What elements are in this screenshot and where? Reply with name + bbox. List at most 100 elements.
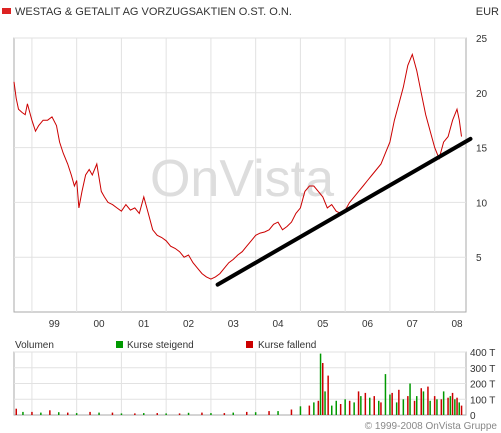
volume-label: Volumen: [15, 340, 54, 351]
volume-bar-up: [299, 406, 302, 415]
volume-bar-up: [344, 399, 346, 416]
x-tick-label: 03: [228, 319, 240, 330]
volume-bar-up: [384, 374, 387, 415]
volume-bar-down: [246, 411, 248, 415]
volume-bar-down: [398, 389, 400, 415]
volume-bar-down: [427, 386, 429, 415]
volume-bar-up: [254, 412, 257, 415]
x-tick-label: 04: [272, 319, 284, 330]
volume-bar-up: [422, 391, 425, 415]
volume-bar-down: [201, 412, 203, 415]
legend-down-label: Kurse fallend: [258, 340, 316, 351]
volume-bar-up: [369, 397, 371, 415]
volume-bar-down: [357, 391, 360, 415]
volume-bar-down: [111, 412, 114, 415]
volume-bar-down: [322, 363, 324, 415]
volume-bar-up: [449, 396, 452, 415]
vol-y-tick-label: 300 T: [470, 364, 495, 375]
volume-bar-down: [268, 411, 270, 415]
vol-y-tick-label: 200 T: [470, 380, 495, 391]
x-tick-label: 99: [49, 319, 61, 330]
trendline: [215, 136, 473, 287]
volume-bar-down: [447, 397, 449, 415]
trendline-series: [215, 136, 473, 287]
x-tick-label: 05: [317, 319, 329, 330]
volume-bar-down: [317, 400, 320, 415]
volume-bar-up: [143, 413, 145, 415]
volume-bar-down: [380, 402, 382, 415]
y-tick-label: 25: [476, 34, 488, 45]
y-tick-label: 5: [476, 253, 482, 264]
volume-bar-up: [389, 394, 391, 415]
volume-bar-down: [15, 408, 17, 415]
volume-bar-up: [120, 413, 123, 415]
legend-down-swatch: [246, 341, 253, 348]
volume-bar-up: [402, 399, 405, 416]
vol-y-tick-label: 400 T: [470, 348, 495, 359]
volume-bar-down: [67, 412, 69, 415]
volume-bar-up: [165, 413, 167, 415]
volume-bar-down: [348, 400, 351, 415]
volume-bar-down: [339, 404, 342, 415]
x-tick-label: 08: [451, 319, 463, 330]
volume-bar-down: [440, 399, 443, 416]
price-y-axis: 5 10 15 20 25: [476, 34, 488, 264]
volume-bar-up: [75, 413, 78, 415]
volume-bar-up: [277, 411, 279, 415]
volume-bar-up: [442, 391, 445, 415]
volume-bar-up: [360, 396, 362, 415]
volume-bar-up: [409, 383, 411, 415]
volume-bars: [15, 353, 463, 416]
volume-bar-down: [364, 392, 367, 415]
volume-bar-up: [416, 396, 418, 415]
volume-bar-up: [187, 412, 190, 415]
volume-bar-down: [308, 405, 311, 415]
volume-bar-down: [413, 400, 416, 415]
volume-bar-up: [210, 413, 212, 415]
watermark: OnVista: [150, 150, 334, 208]
x-tick-label: 01: [138, 319, 150, 330]
volume-bar-up: [40, 412, 42, 415]
x-tick-label: 06: [362, 319, 374, 330]
volume-bar-down: [456, 397, 458, 415]
volume-bar-down: [290, 409, 293, 415]
legend-up-swatch: [116, 341, 123, 348]
volume-bar-down: [134, 413, 136, 415]
vol-y-tick-label: 100 T: [470, 395, 495, 406]
volume-bar-down: [31, 411, 33, 415]
x-tick-label: 02: [183, 319, 195, 330]
volume-bar-up: [378, 400, 380, 415]
volume-bar-up: [324, 391, 326, 415]
volume-y-axis: 0 100 T 200 T 300 T 400 T: [470, 348, 495, 422]
volume-bar-down: [420, 388, 422, 415]
volume-bar-down: [89, 411, 91, 415]
volume-bar-down: [156, 413, 158, 415]
volume-bar-down: [178, 413, 181, 415]
volume-bar-up: [353, 402, 355, 415]
price-line: [13, 52, 462, 280]
y-tick-label: 15: [476, 144, 488, 155]
volume-bar-up: [331, 405, 333, 415]
volume-bar-up: [58, 412, 60, 415]
volume-bar-down: [460, 405, 463, 415]
volume-bar-down: [373, 396, 375, 415]
volume-bar-down: [391, 392, 393, 415]
volume-bar-down: [223, 413, 226, 415]
volume-bar-down: [327, 375, 329, 415]
volume-bar-up: [429, 400, 431, 415]
title-marker: [2, 8, 11, 14]
volume-bar-down: [49, 410, 51, 415]
volume-bar-up: [319, 353, 322, 415]
price-plot-frame: [13, 37, 467, 313]
volume-bar-up: [232, 412, 234, 415]
volume-bar-up: [395, 402, 398, 415]
volume-bar-up: [458, 402, 460, 415]
volume-bar-up: [22, 411, 24, 415]
volume-bar-up: [313, 402, 315, 415]
price-x-axis: 99 00 01 02 03 04 05 06 07 08: [49, 319, 463, 330]
volume-bar-down: [433, 396, 436, 415]
legend-up-label: Kurse steigend: [127, 340, 194, 351]
volume-bar-up: [454, 399, 456, 416]
